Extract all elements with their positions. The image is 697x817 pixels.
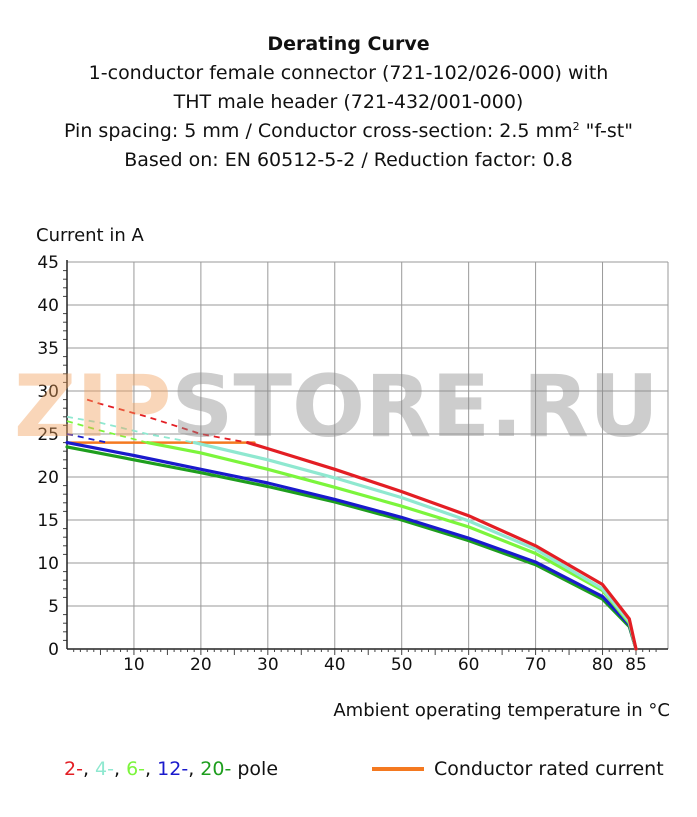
pin-spacing-text: Pin spacing: 5 mm / Conductor cross-sect… (64, 120, 573, 142)
legend-pole-text: , (188, 758, 201, 780)
superscript-2: 2 (572, 120, 580, 133)
x-tick-label: 10 (123, 655, 145, 675)
y-tick-label: 35 (37, 339, 59, 359)
series-dashed-12-pole (66, 433, 108, 444)
fst-text: "f-st" (579, 120, 633, 142)
legend-pole-text: , (114, 758, 127, 780)
y-tick-label: 40 (37, 296, 59, 316)
pole-legend: 2-, 4-, 6-, 12-, 20- pole (64, 758, 278, 780)
legend-pole-text: 12- (157, 758, 189, 780)
legend-pole-text: 6- (126, 758, 146, 780)
legend-pole-text: 20- (200, 758, 232, 780)
grid (67, 261, 669, 649)
series-line-12-pole (65, 441, 638, 651)
chart-title-block: Derating Curve 1-conductor female connec… (0, 30, 697, 175)
legend-pole-text: , (145, 758, 158, 780)
chart-title: Derating Curve (267, 33, 430, 55)
x-axis-label: Ambient operating temperature in °C (333, 700, 670, 721)
series-lines (65, 398, 638, 651)
chart-subtitle-4: Based on: EN 60512-5-2 / Reduction facto… (124, 149, 573, 171)
x-tick-label: 50 (391, 655, 413, 675)
x-tick-label: 30 (257, 655, 279, 675)
y-tick-label: 45 (37, 253, 59, 273)
tick-labels: 0 5 10 15 20 25 30 35 40 45 10 20 30 40 50 60 70 80 85 (37, 253, 646, 675)
y-tick-label: 20 (37, 468, 59, 488)
rated-current-label: Conductor rated current (434, 758, 664, 780)
x-tick-label: 85 (625, 655, 647, 675)
series-dashed-2-pole (86, 398, 248, 444)
rated-current-legend: Conductor rated current (372, 758, 664, 780)
chart-subtitle-1: 1-conductor female connector (721-102/02… (88, 62, 609, 84)
legend-pole-text: , (82, 758, 96, 780)
x-tick-label: 40 (324, 655, 346, 675)
rated-current-swatch (372, 767, 424, 771)
svg-text:ZIPSTORE.RU: ZIPSTORE.RU (14, 357, 659, 457)
series-line-2-pole (246, 441, 638, 651)
y-tick-label: 10 (37, 554, 59, 574)
y-tick-label: 15 (37, 511, 59, 531)
chart-subtitle-3: Pin spacing: 5 mm / Conductor cross-sect… (0, 117, 697, 146)
x-tick-label: 80 (592, 655, 614, 675)
legend-pole-text: pole (231, 758, 279, 780)
y-tick-label: 30 (37, 382, 59, 402)
series-dashed-6-pole (66, 420, 148, 444)
watermark-zip: ZIP (14, 357, 171, 457)
y-tick-label: 0 (48, 640, 59, 660)
series-line-4-pole (192, 441, 638, 651)
x-tick-label: 20 (190, 655, 212, 675)
chart-subtitle-2: THT male header (721-432/001-000) (173, 91, 524, 113)
axes (63, 260, 668, 655)
x-tick-label: 60 (458, 655, 480, 675)
zipstore-watermark: ZIPSTORE.RU (14, 357, 659, 457)
series-dashed-4-pole (66, 415, 195, 444)
x-tick-label: 70 (525, 655, 547, 675)
legend-pole-text: 4- (95, 758, 114, 780)
y-axis-label: Current in A (36, 225, 144, 246)
legend-pole-text: 2- (64, 758, 83, 780)
watermark-store: STORE.RU (171, 357, 658, 457)
y-tick-label: 25 (37, 425, 59, 445)
y-tick-label: 5 (48, 597, 59, 617)
